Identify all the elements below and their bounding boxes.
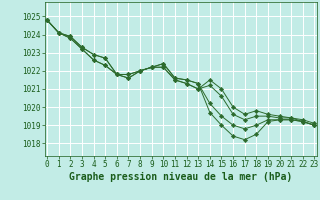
X-axis label: Graphe pression niveau de la mer (hPa): Graphe pression niveau de la mer (hPa)	[69, 172, 292, 182]
